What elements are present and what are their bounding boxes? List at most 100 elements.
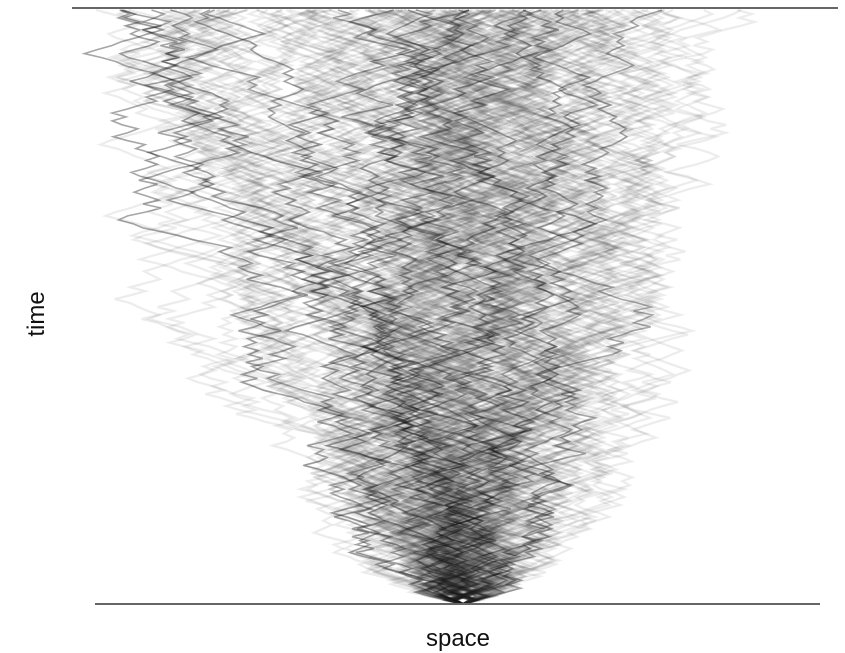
- walk-path: [105, 9, 475, 606]
- walk-path: [359, 9, 550, 606]
- walk-path: [395, 8, 540, 606]
- walk-path: [351, 8, 518, 605]
- walk-path: [404, 8, 528, 606]
- walk-path: [431, 8, 601, 605]
- walk-path: [414, 8, 548, 605]
- walk-path: [457, 9, 613, 606]
- walk-path: [296, 8, 533, 606]
- walk-path: [367, 9, 536, 605]
- walk-path: [369, 8, 479, 606]
- walk-path: [341, 8, 576, 606]
- walk-path: [370, 8, 531, 606]
- walk-path: [276, 8, 533, 606]
- walk-path: [324, 9, 497, 606]
- walk-path: [312, 8, 585, 606]
- walk-path: [140, 9, 464, 605]
- walk-path: [386, 8, 615, 606]
- walk-path: [413, 8, 667, 605]
- walk-path: [400, 8, 668, 606]
- walk-path: [106, 8, 471, 606]
- walk-path: [193, 8, 557, 606]
- walk-path: [214, 8, 471, 606]
- walk-path: [211, 8, 481, 606]
- walk-path: [209, 9, 464, 606]
- walk-path: [212, 9, 472, 605]
- walk-path: [118, 9, 464, 605]
- walk-path: [462, 8, 662, 606]
- walk-path: [228, 8, 479, 606]
- walk-path: [422, 8, 643, 606]
- walk-path: [220, 8, 486, 606]
- walk-path: [360, 8, 511, 605]
- walk-path: [354, 8, 511, 605]
- walk-path: [433, 8, 588, 605]
- walk-path: [355, 9, 495, 606]
- walk-path: [325, 8, 524, 606]
- walk-path: [375, 9, 715, 606]
- walk-path: [391, 8, 624, 605]
- walk-path: [433, 8, 589, 606]
- walk-path: [297, 9, 515, 605]
- walk-path: [444, 8, 620, 606]
- walk-path: [355, 8, 540, 606]
- walk-path: [239, 8, 464, 606]
- walk-path: [305, 8, 586, 606]
- walk-path: [432, 9, 723, 606]
- walk-path: [311, 8, 556, 606]
- walk-path: [462, 8, 669, 606]
- walk-path: [432, 9, 547, 606]
- walk-path: [311, 8, 505, 606]
- walk-path: [409, 8, 589, 606]
- walk-path: [430, 9, 572, 606]
- walk-path: [434, 9, 560, 606]
- walk-path: [307, 8, 597, 606]
- walk-path: [372, 9, 575, 605]
- walk-path: [462, 9, 681, 606]
- walk-path: [424, 8, 622, 606]
- x-axis-label: space: [426, 625, 490, 652]
- walk-path: [370, 8, 636, 606]
- walk-path: [383, 9, 532, 606]
- y-axis-label: time: [23, 291, 50, 336]
- walk-path: [303, 8, 576, 606]
- walk-path: [188, 8, 534, 606]
- walk-path: [453, 9, 687, 606]
- walk-path: [355, 9, 516, 606]
- walk-path: [411, 8, 548, 606]
- walk-path: [395, 9, 584, 605]
- walk-path: [373, 8, 564, 606]
- walk-path: [128, 8, 479, 606]
- walk-path: [377, 8, 569, 606]
- walk-path: [309, 9, 498, 606]
- walk-path: [254, 8, 499, 606]
- walk-path: [420, 8, 573, 606]
- walk-path: [95, 8, 491, 606]
- walk-path: [355, 9, 514, 606]
- walk-path: [438, 9, 632, 606]
- walk-path: [383, 8, 562, 605]
- walk-path: [426, 8, 552, 605]
- walk-path: [352, 8, 496, 606]
- walk-path: [404, 9, 622, 606]
- walk-path: [462, 9, 585, 605]
- walk-path: [434, 8, 677, 606]
- walk-path: [333, 8, 476, 606]
- walk-path: [414, 8, 537, 605]
- walk-path: [386, 8, 550, 605]
- walk-path: [438, 9, 663, 605]
- walk-path: [407, 9, 599, 605]
- walk-path: [192, 9, 464, 605]
- walk-path: [418, 8, 605, 605]
- walk-path: [105, 9, 464, 606]
- walk-path: [393, 9, 540, 605]
- walk-path: [454, 8, 671, 605]
- walk-path: [372, 8, 550, 606]
- walk-path: [148, 9, 500, 605]
- walk-path: [384, 8, 759, 606]
- walk-path: [101, 8, 470, 606]
- walk-path: [312, 8, 552, 606]
- walk-path: [118, 9, 464, 606]
- walk-path: [358, 8, 546, 606]
- walk-path: [405, 8, 717, 606]
- walk-path: [304, 8, 540, 606]
